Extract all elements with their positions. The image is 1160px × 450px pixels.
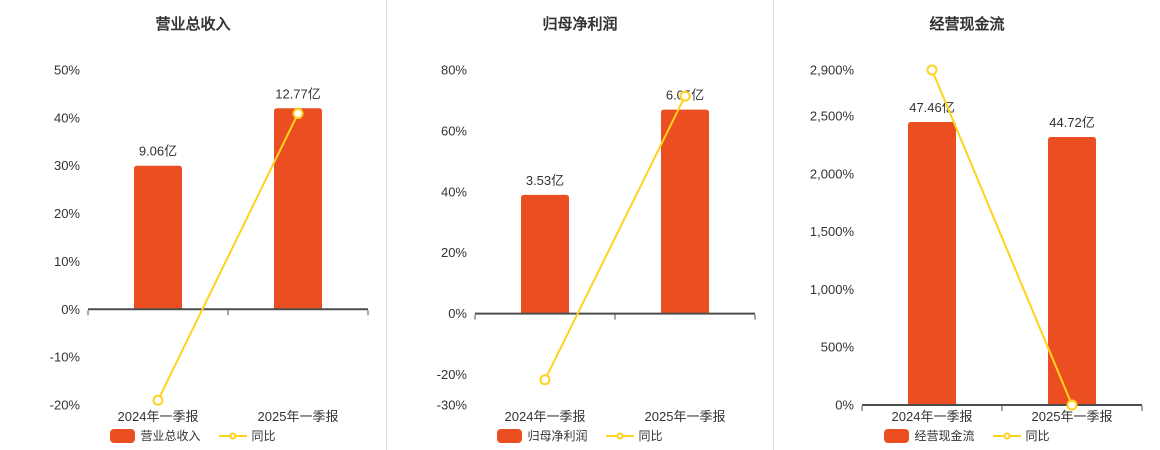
bar-swatch-icon <box>110 428 136 443</box>
yoy-line <box>931 69 1073 406</box>
y-tick-label: 500% <box>821 340 855 355</box>
y-tick-label: 0% <box>835 398 854 413</box>
bar-value-label: 44.72亿 <box>1049 115 1095 130</box>
yoy-marker <box>679 90 691 102</box>
line-swatch-icon <box>605 430 634 441</box>
y-tick-label: -10% <box>50 350 81 365</box>
bar <box>908 121 956 405</box>
bar-value-label: 3.53亿 <box>526 173 564 188</box>
yoy-marker <box>539 374 551 386</box>
y-tick-label: 40% <box>441 184 467 199</box>
y-tick-label: 80% <box>441 63 467 78</box>
legend-item-line-series[interactable]: 同比 <box>992 427 1050 444</box>
y-tick-label: 2,500% <box>810 109 855 124</box>
panel-operating-cash-flow: 经营现金流 0% 500% 1,000% 1,500% 2,000% 2,500% 2,90… <box>773 0 1160 450</box>
legend-label: 经营现金流 <box>914 429 975 443</box>
legend-label: 营业总收入 <box>140 429 201 443</box>
line-marker-icon <box>1003 432 1010 439</box>
line-marker-icon <box>616 432 623 439</box>
category-label: 2024年一季报 <box>892 409 973 424</box>
bar <box>134 165 182 310</box>
y-tick-label: 40% <box>54 110 80 125</box>
line-swatch-icon <box>992 430 1021 441</box>
yoy-line <box>157 113 299 401</box>
legend-item-bar-series[interactable]: 营业总收入 <box>110 427 201 444</box>
chart-legend: 营业总收入 同比 <box>0 427 386 444</box>
y-tick-label: 2,900% <box>810 63 855 78</box>
bar <box>521 194 569 314</box>
y-tick-label: -30% <box>437 398 468 413</box>
legend-label: 同比 <box>1025 429 1050 443</box>
revenue-chart-plot: -20% -10% 0% 10% 20% 30% 40% 50% 9.06亿 12.77亿 2024… <box>50 63 369 424</box>
yoy-marker <box>926 64 938 76</box>
yoy-marker <box>152 394 164 406</box>
y-tick-label: 20% <box>441 245 467 260</box>
chart-legend: 归母净利润 同比 <box>387 427 773 444</box>
yoy-marker <box>1066 399 1078 411</box>
y-tick-label: 1,500% <box>810 224 855 239</box>
category-label: 2025年一季报 <box>1032 409 1113 424</box>
yoy-line <box>544 95 686 381</box>
chart-title: 经营现金流 <box>929 16 1005 33</box>
y-tick-label: -20% <box>50 398 81 413</box>
legend-label: 同比 <box>251 429 276 443</box>
y-tick-label: 60% <box>441 123 467 138</box>
legend-label: 归母净利润 <box>527 429 588 443</box>
y-tick-label: 2,000% <box>810 166 855 181</box>
y-tick-label: 10% <box>54 254 80 269</box>
category-label: 2024年一季报 <box>118 409 199 424</box>
bar <box>274 108 322 310</box>
line-swatch-icon <box>218 430 247 441</box>
bar-swatch-icon <box>884 428 910 443</box>
legend-item-line-series[interactable]: 同比 <box>218 427 276 444</box>
chart-title: 归母净利润 <box>542 16 618 33</box>
y-tick-label: 20% <box>54 206 80 221</box>
y-tick-label: 1,000% <box>810 282 855 297</box>
bar-value-label: 12.77亿 <box>275 86 321 101</box>
panel-net-profit: 归母净利润 -30%-20%0%20%40%60%80%3.53亿6.05亿20… <box>386 0 773 450</box>
category-label: 2024年一季报 <box>505 409 586 424</box>
bar <box>661 109 709 314</box>
bar-value-label: 47.46亿 <box>909 100 955 115</box>
bar-value-label: 9.06亿 <box>139 144 177 159</box>
bar <box>1048 137 1096 405</box>
chart-title: 营业总收入 <box>155 16 231 33</box>
panel-total-revenue: 营业总收入 -20% -10% 0% 10% 20% 30% 40% 50% 9.06亿 12.7… <box>0 0 386 450</box>
cash-flow-chart-plot: 0% 500% 1,000% 1,500% 2,000% 2,500% 2,900% 47.4… <box>810 63 1143 424</box>
legend-label: 同比 <box>638 429 663 443</box>
y-tick-label: 50% <box>54 63 80 78</box>
y-tick-label: 0% <box>448 306 467 321</box>
chart-legend: 经营现金流 同比 <box>774 427 1160 444</box>
legend-item-bar-series[interactable]: 归母净利润 <box>497 427 588 444</box>
y-tick-label: -20% <box>437 367 468 382</box>
line-marker-icon <box>229 432 236 439</box>
category-label: 2025年一季报 <box>645 409 726 424</box>
legend-item-line-series[interactable]: 同比 <box>605 427 663 444</box>
y-tick-label: 0% <box>61 302 80 317</box>
y-tick-label: 30% <box>54 158 80 173</box>
bar-swatch-icon <box>497 428 523 443</box>
category-label: 2025年一季报 <box>258 409 339 424</box>
legend-item-bar-series[interactable]: 经营现金流 <box>884 427 975 444</box>
net-profit-chart-plot: -30%-20%0%20%40%60%80%3.53亿6.05亿2024年一季报… <box>437 63 756 424</box>
yoy-marker <box>292 108 304 120</box>
